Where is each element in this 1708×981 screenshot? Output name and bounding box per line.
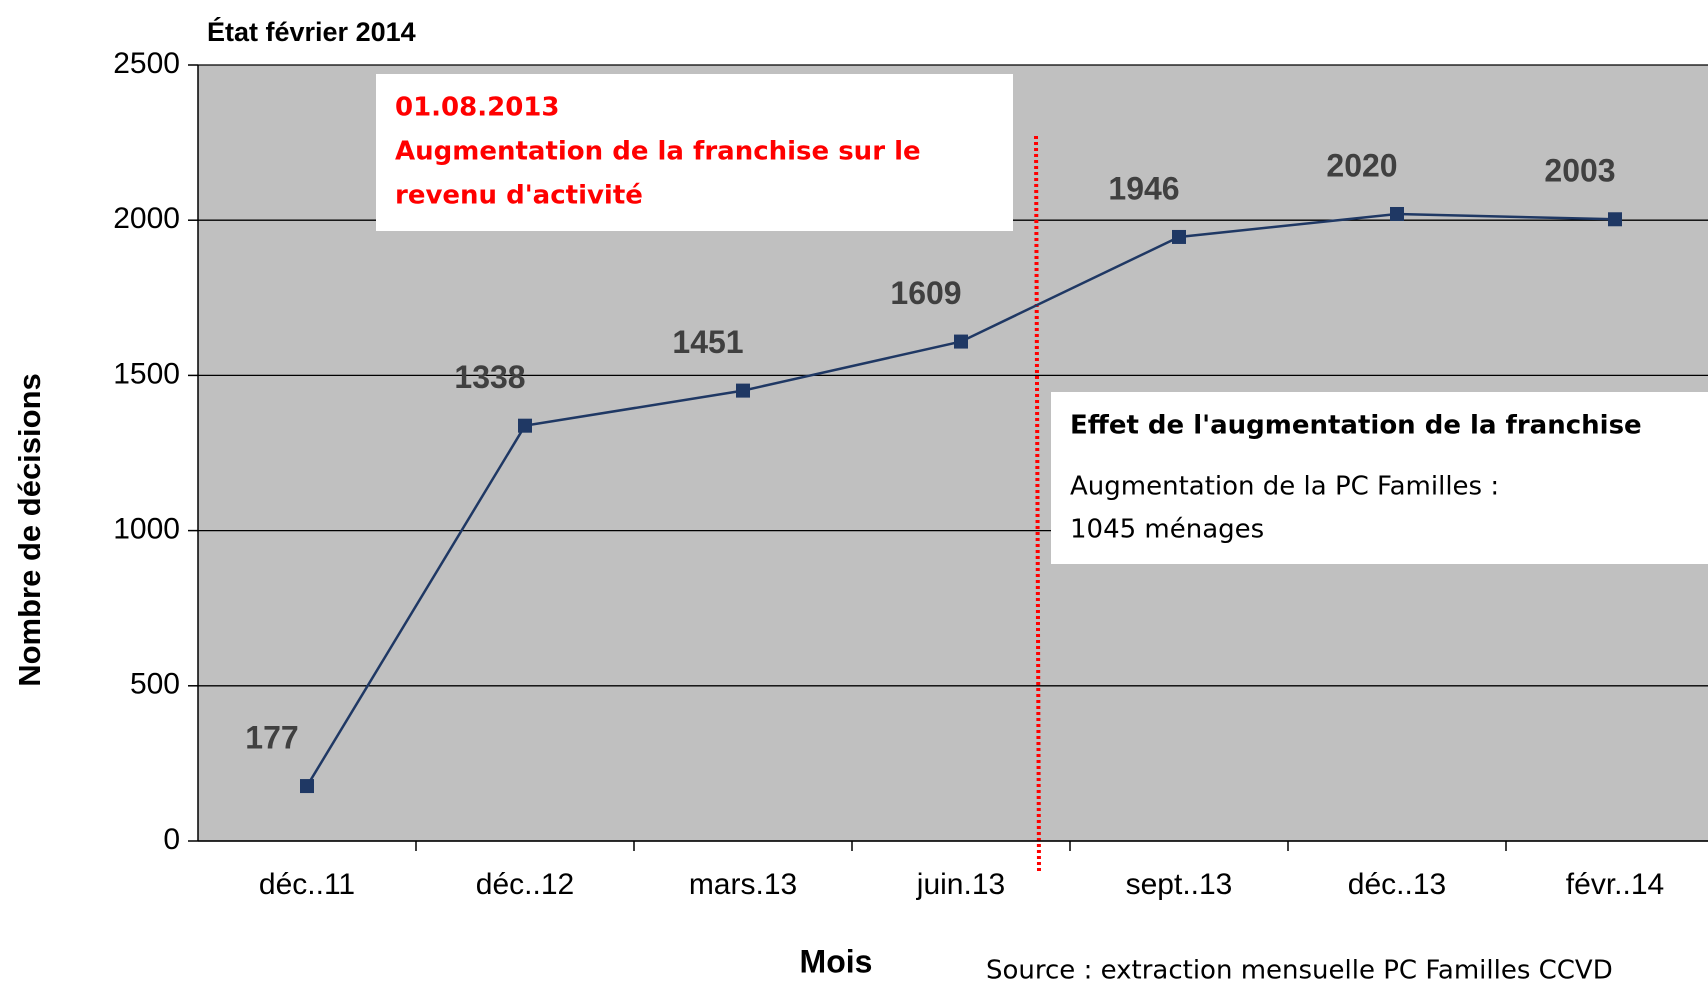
x-tick-label: sept..13 <box>1126 868 1233 901</box>
marker <box>954 334 968 349</box>
chart-title: État février 2014 <box>207 16 416 47</box>
annotation-date: 01.08.2013 <box>395 93 559 123</box>
y-tick-label: 500 <box>130 668 180 701</box>
effect-box <box>1051 392 1708 564</box>
x-tick-label: déc..11 <box>259 868 355 901</box>
data-label: 2003 <box>1544 153 1615 189</box>
marker <box>736 383 750 398</box>
x-axis-label: Mois <box>800 943 873 979</box>
x-tick-label: déc..12 <box>476 868 574 901</box>
effect-text: 1045 ménages <box>1070 515 1264 545</box>
y-tick-label: 1000 <box>113 513 180 546</box>
data-label: 1609 <box>890 275 961 311</box>
y-tick-label: 2000 <box>113 202 180 235</box>
data-label: 1451 <box>672 324 743 360</box>
data-label: 177 <box>245 720 298 756</box>
data-label: 2020 <box>1326 147 1397 183</box>
marker <box>1390 206 1404 221</box>
annotation-box <box>376 74 1013 231</box>
marker <box>1172 229 1186 244</box>
data-label: 1946 <box>1108 170 1179 206</box>
x-tick-label: déc..13 <box>1348 868 1446 901</box>
marker <box>518 418 532 433</box>
data-label: 1338 <box>454 359 525 395</box>
x-tick-label: févr..14 <box>1566 868 1664 901</box>
y-tick-label: 0 <box>163 823 180 856</box>
x-tick-label: juin.13 <box>916 868 1005 901</box>
y-axis-label: Nombre de décisions <box>12 373 47 687</box>
event-line <box>1034 135 1041 873</box>
marker <box>300 779 314 794</box>
y-tick-label: 2500 <box>113 47 180 80</box>
effect-text: Augmentation de la PC Familles : <box>1070 472 1499 502</box>
annotation-text: revenu d'activité <box>395 181 643 211</box>
y-tick-label: 1500 <box>113 357 180 390</box>
annotation-text: Augmentation de la franchise sur le <box>395 137 921 167</box>
source: Source : extraction mensuelle PC Famille… <box>986 956 1613 981</box>
x-tick-label: mars.13 <box>689 868 797 901</box>
marker <box>1608 212 1622 227</box>
effect-heading: Effet de l'augmentation de la franchise <box>1070 411 1642 441</box>
